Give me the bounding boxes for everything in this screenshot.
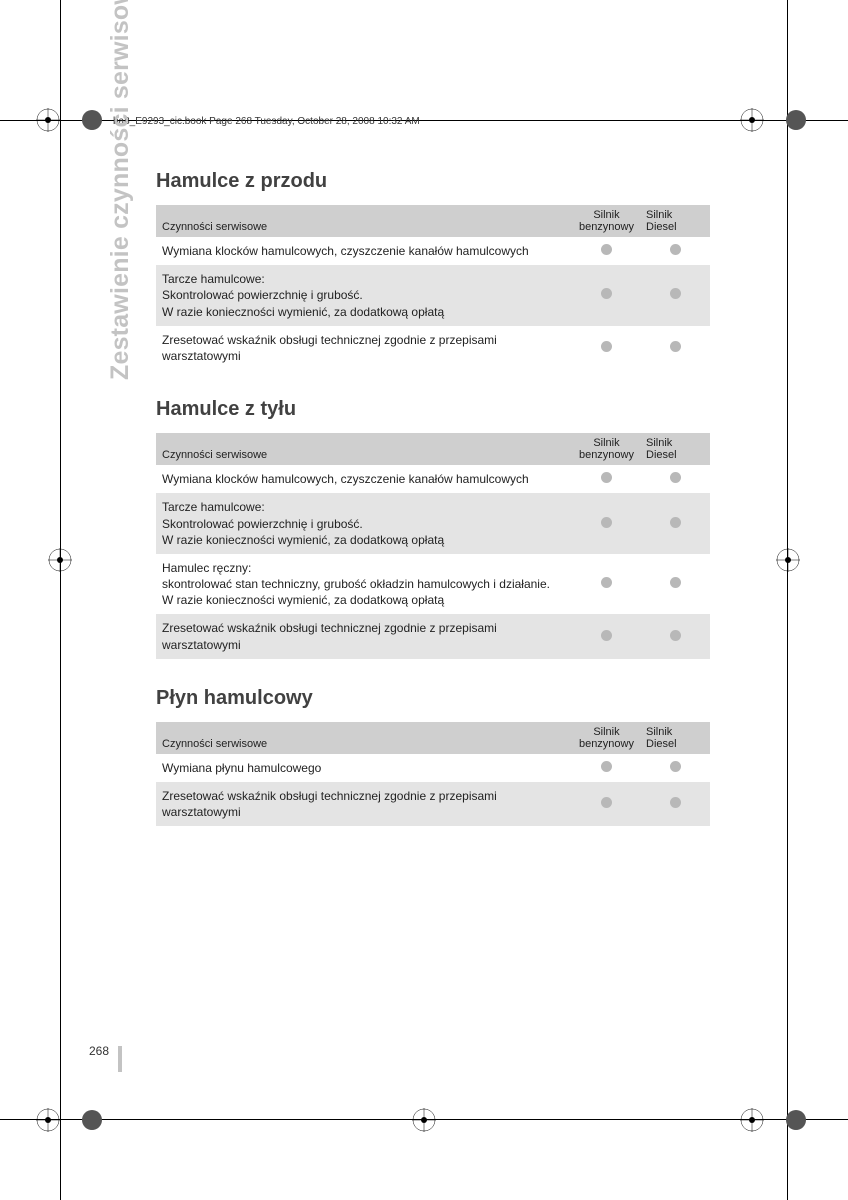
diesel-cell	[640, 782, 710, 826]
col-header-petrol: Silnikbenzynowy	[573, 433, 640, 465]
print-header: ba8_E9293_cic.book Page 268 Tuesday, Oct…	[113, 116, 420, 127]
reg-mark-icon	[36, 108, 60, 132]
table-row: Zresetować wskaźnik obsługi technicznej …	[156, 326, 710, 370]
reg-mark-icon	[784, 108, 808, 132]
dot-icon	[670, 517, 681, 528]
table-header-row: Czynności serwisoweSilnikbenzynowySilnik…	[156, 722, 710, 754]
page-number-bar	[118, 1046, 122, 1072]
reg-mark-icon	[776, 548, 800, 572]
table-header-row: Czynności serwisoweSilnikbenzynowySilnik…	[156, 433, 710, 465]
table-row: Wymiana klocków hamulcowych, czyszczenie…	[156, 237, 710, 265]
dot-icon	[601, 341, 612, 352]
page-content: Hamulce z przoduCzynności serwisoweSilni…	[156, 170, 710, 854]
side-section-label: Zestawienie czynności serwisowych	[106, 0, 135, 380]
activity-cell: Zresetować wskaźnik obsługi technicznej …	[156, 326, 573, 370]
section-title: Płyn hamulcowy	[156, 687, 710, 710]
petrol-cell	[573, 265, 640, 326]
petrol-cell	[573, 782, 640, 826]
page-number: 268	[89, 1044, 109, 1058]
page-footer: 268	[89, 1044, 122, 1070]
table-header-row: Czynności serwisoweSilnikbenzynowySilnik…	[156, 205, 710, 237]
diesel-cell	[640, 493, 710, 554]
petrol-cell	[573, 754, 640, 782]
dot-icon	[601, 244, 612, 255]
table-row: Zresetować wskaźnik obsługi technicznej …	[156, 782, 710, 826]
diesel-cell	[640, 754, 710, 782]
col-header-activity: Czynności serwisowe	[156, 433, 573, 465]
diesel-cell	[640, 326, 710, 370]
table-row: Wymiana płynu hamulcowego	[156, 754, 710, 782]
activity-cell: Zresetować wskaźnik obsługi technicznej …	[156, 614, 573, 658]
activity-cell: Hamulec ręczny:skontrolować stan technic…	[156, 554, 573, 615]
diesel-cell	[640, 265, 710, 326]
dot-icon	[670, 288, 681, 299]
activity-cell: Tarcze hamulcowe:Skontrolować powierzchn…	[156, 265, 573, 326]
service-table: Czynności serwisoweSilnikbenzynowySilnik…	[156, 205, 710, 370]
col-header-diesel: Silnik Diesel	[640, 205, 710, 237]
reg-mark-icon	[740, 1108, 764, 1132]
activity-cell: Wymiana klocków hamulcowych, czyszczenie…	[156, 465, 573, 493]
petrol-cell	[573, 237, 640, 265]
reg-mark-icon	[740, 108, 764, 132]
diesel-cell	[640, 465, 710, 493]
section-title: Hamulce z przodu	[156, 170, 710, 193]
dot-icon	[670, 577, 681, 588]
col-header-activity: Czynności serwisowe	[156, 205, 573, 237]
reg-mark-icon	[48, 548, 72, 572]
dot-icon	[670, 341, 681, 352]
dot-icon	[670, 472, 681, 483]
col-header-activity: Czynności serwisowe	[156, 722, 573, 754]
dot-icon	[670, 761, 681, 772]
dot-icon	[601, 288, 612, 299]
dot-icon	[601, 517, 612, 528]
dot-icon	[601, 472, 612, 483]
table-row: Tarcze hamulcowe:Skontrolować powierzchn…	[156, 493, 710, 554]
col-header-diesel: Silnik Diesel	[640, 722, 710, 754]
service-section: Płyn hamulcowy Czynności serwisoweSilnikb…	[156, 687, 710, 827]
service-table: Czynności serwisoweSilnikbenzynowySilnik…	[156, 722, 710, 827]
section-title: Hamulce z tyłu	[156, 398, 710, 421]
col-header-petrol: Silnikbenzynowy	[573, 205, 640, 237]
petrol-cell	[573, 493, 640, 554]
dot-icon	[670, 244, 681, 255]
petrol-cell	[573, 554, 640, 615]
diesel-cell	[640, 614, 710, 658]
dot-icon	[601, 630, 612, 641]
petrol-cell	[573, 465, 640, 493]
col-header-diesel: Silnik Diesel	[640, 433, 710, 465]
activity-cell: Wymiana klocków hamulcowych, czyszczenie…	[156, 237, 573, 265]
dot-icon	[601, 797, 612, 808]
dot-icon	[670, 630, 681, 641]
activity-cell: Tarcze hamulcowe:Skontrolować powierzchn…	[156, 493, 573, 554]
reg-mark-icon	[784, 1108, 808, 1132]
dot-icon	[601, 761, 612, 772]
activity-cell: Zresetować wskaźnik obsługi technicznej …	[156, 782, 573, 826]
reg-mark-icon	[80, 108, 104, 132]
reg-mark-icon	[80, 1108, 104, 1132]
table-row: Zresetować wskaźnik obsługi technicznej …	[156, 614, 710, 658]
petrol-cell	[573, 614, 640, 658]
col-header-petrol: Silnikbenzynowy	[573, 722, 640, 754]
table-row: Tarcze hamulcowe:Skontrolować powierzchn…	[156, 265, 710, 326]
dot-icon	[601, 577, 612, 588]
service-section: Hamulce z tyłu Czynności serwisoweSilnikb…	[156, 398, 710, 659]
petrol-cell	[573, 326, 640, 370]
diesel-cell	[640, 237, 710, 265]
diesel-cell	[640, 554, 710, 615]
table-row: Wymiana klocków hamulcowych, czyszczenie…	[156, 465, 710, 493]
dot-icon	[670, 797, 681, 808]
service-table: Czynności serwisoweSilnikbenzynowySilnik…	[156, 433, 710, 659]
table-row: Hamulec ręczny:skontrolować stan technic…	[156, 554, 710, 615]
reg-mark-icon	[412, 1108, 436, 1132]
reg-mark-icon	[36, 1108, 60, 1132]
activity-cell: Wymiana płynu hamulcowego	[156, 754, 573, 782]
service-section: Hamulce z przoduCzynności serwisoweSilni…	[156, 170, 710, 370]
